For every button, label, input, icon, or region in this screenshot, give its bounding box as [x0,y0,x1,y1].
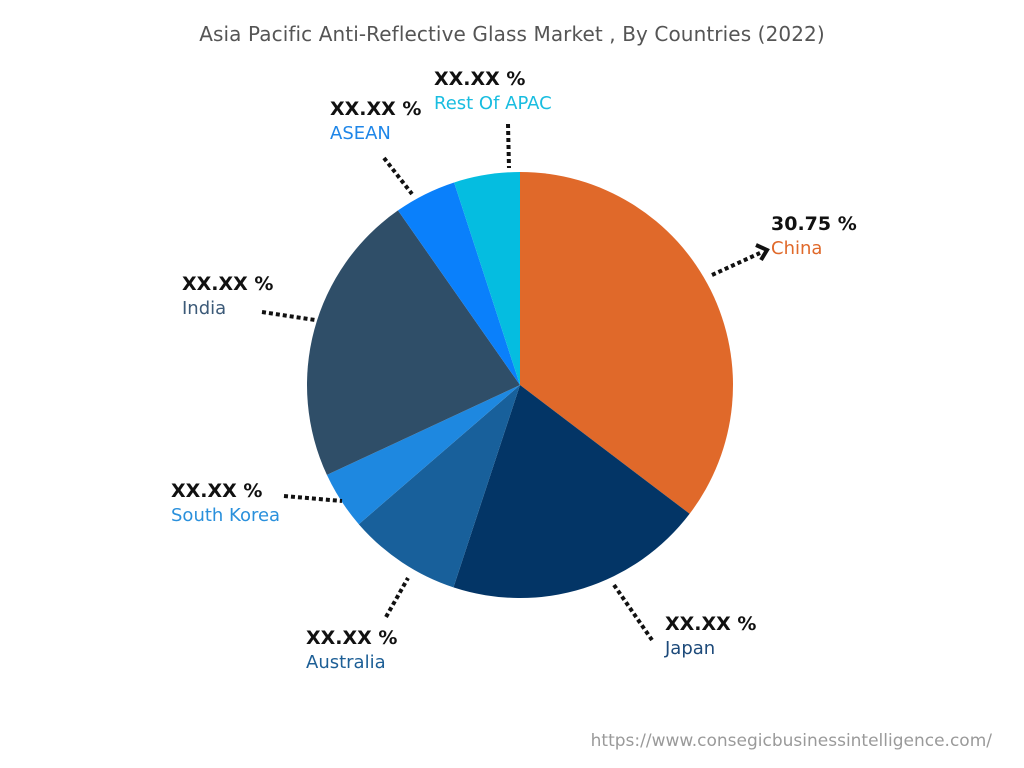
leader-line-india [261,310,316,322]
name-india: India [182,297,227,319]
label-rest-of-apac: XX.XX % Rest Of APAC [434,68,552,114]
leader-line-australia [384,577,410,618]
leader-line-japan [612,583,654,642]
value-india: XX.XX % [182,273,274,295]
value-china: 30.75 % [771,213,857,235]
leader-line-china [711,251,761,277]
pie-slice-asean [397,182,520,385]
name-asean: ASEAN [330,122,391,144]
arrow-icon [755,243,770,262]
value-australia: XX.XX % [306,627,398,649]
chart-title: Asia Pacific Anti-Reflective Glass Marke… [199,22,825,46]
pie-slices [307,172,733,599]
label-india: XX.XX % India [182,273,273,319]
name-australia: Australia [306,651,386,673]
label-australia: XX.XX % Australia [306,627,397,673]
value-rest-of-apac: XX.XX % [434,68,526,90]
label-japan: XX.XX % Japan [665,613,756,659]
source-url: https://www.consegicbusinessintelligence… [590,731,992,751]
name-south-korea: South Korea [171,504,281,526]
label-asean: XX.XX % ASEAN [330,98,421,144]
pie-slice-south-korea [326,385,520,525]
value-asean: XX.XX % [330,98,422,120]
leader-lines [261,123,770,642]
pie-slice-australia [358,385,520,588]
leader-line-south-korea [283,494,343,503]
leader-line-rest-of-apac [506,123,511,169]
pie-slice-rest-of-apac [454,172,520,385]
label-china: 30.75 % China [771,213,857,259]
value-south-korea: XX.XX % [171,480,263,502]
name-china: China [771,237,823,259]
leader-line-asean [382,156,414,196]
pie-slice-india [307,210,520,475]
pie-slice-china [520,172,733,514]
name-rest-of-apac: Rest Of APAC [434,92,552,114]
name-japan: Japan [665,637,716,659]
label-south-korea: XX.XX % South Korea [171,480,280,526]
pie-slice-japan [453,385,690,599]
value-japan: XX.XX % [665,613,757,635]
